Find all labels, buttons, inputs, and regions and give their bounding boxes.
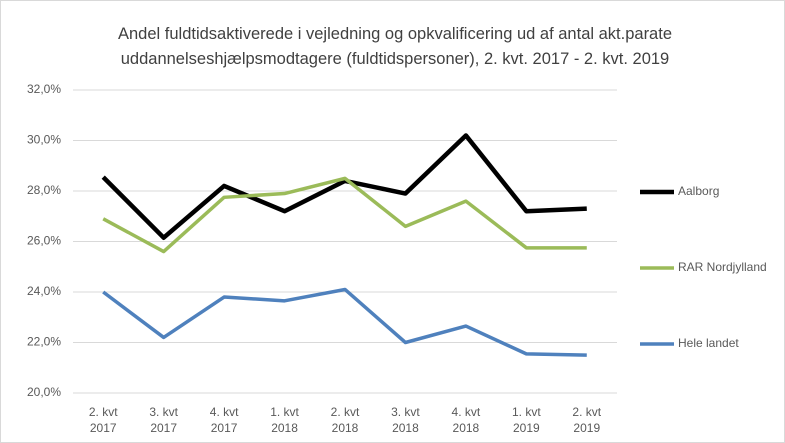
series-line (102, 287, 587, 357)
x-tick-label: 1. kvt 2019 (512, 405, 541, 435)
y-tick-label: 30,0% (27, 133, 61, 147)
x-tick-label: 3. kvt 2018 (391, 405, 420, 435)
x-tick-label: 2. kvt 2017 (89, 405, 118, 435)
y-tick-label: 28,0% (27, 183, 61, 197)
x-tick-label: 1. kvt 2018 (270, 405, 299, 435)
series-line (102, 176, 587, 254)
legend-label: Aalborg (678, 184, 719, 198)
legend-label: RAR Nordjylland (678, 260, 767, 274)
y-tick-label: 32,0% (27, 82, 61, 96)
x-tick-label: 2. kvt 2018 (331, 405, 360, 435)
y-tick-label: 26,0% (27, 234, 61, 248)
y-tick-label: 20,0% (27, 385, 61, 399)
x-tick-label: 4. kvt 2018 (452, 405, 481, 435)
x-tick-label: 3. kvt 2017 (149, 405, 178, 435)
chart-title: Andel fuldtidsaktiverede i vejledning og… (117, 25, 672, 68)
y-tick-label: 24,0% (27, 284, 61, 298)
x-tick-label: 4. kvt 2017 (210, 405, 239, 435)
x-tick-label: 2. kvt 2019 (572, 405, 601, 435)
series-line (101, 133, 587, 240)
legend-label: Hele landet (678, 336, 739, 350)
y-tick-label: 22,0% (27, 335, 61, 349)
